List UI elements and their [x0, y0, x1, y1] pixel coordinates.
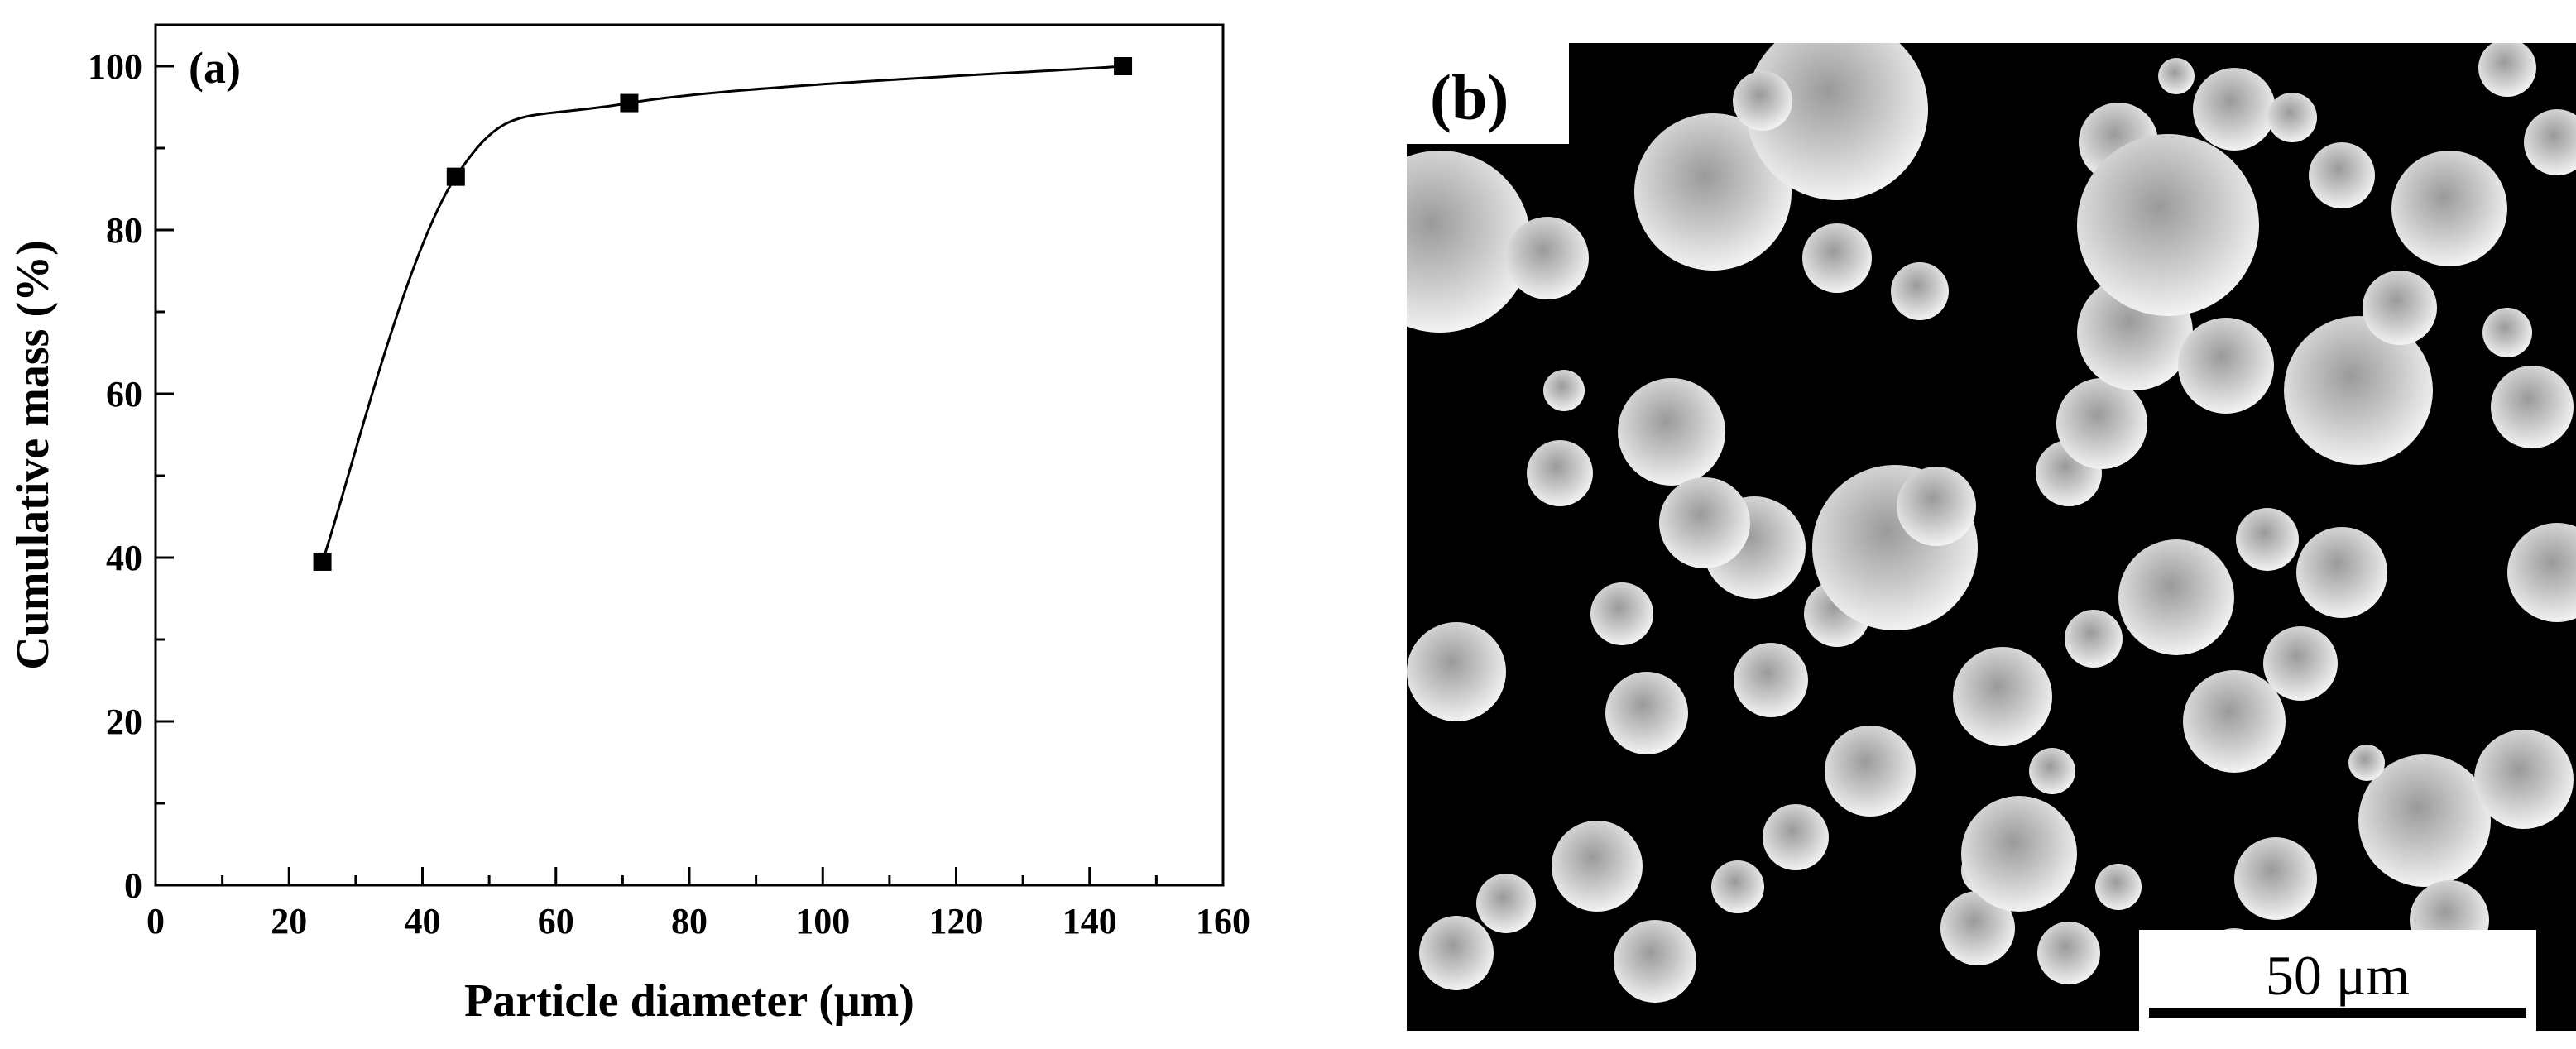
y-tick-label: 0: [124, 865, 142, 906]
powder-particle: [1746, 43, 1928, 200]
powder-particle: [2158, 58, 2195, 94]
powder-particle: [2118, 539, 2234, 655]
powder-particle: [2236, 508, 2299, 571]
powder-particle: [2309, 142, 2375, 208]
data-point-marker: [1114, 57, 1133, 75]
x-axis-label: Particle diameter (μm): [464, 975, 914, 1027]
data-point-marker: [446, 167, 465, 186]
powder-particle: [1711, 860, 1764, 913]
powder-particle: [1825, 726, 1916, 817]
powder-particle: [1543, 370, 1585, 411]
powder-particle: [1618, 378, 1725, 486]
x-tick-label: 100: [795, 901, 850, 941]
y-axis-ticks: [156, 65, 174, 887]
powder-particle: [2391, 151, 2507, 266]
x-tick-label: 140: [1063, 901, 1117, 941]
powder-particle: [1407, 622, 1506, 721]
x-axis-ticks: [154, 867, 1225, 885]
data-point-marker: [620, 93, 639, 113]
y-tick-label: 40: [106, 538, 142, 578]
powder-particle: [2263, 626, 2338, 701]
powder-particle: [1734, 643, 1808, 717]
x-tick-label: 0: [146, 901, 165, 941]
cumulative-mass-chart: 0 20 40 60 80 100 120 140 160 0 20 40 60 80 100 (a) P…: [7, 23, 1250, 1027]
y-tick-label: 100: [88, 46, 142, 87]
x-axis-tick-labels: 0 20 40 60 80 100 120 140 160: [146, 901, 1250, 941]
powder-particle: [2358, 754, 2491, 887]
powder-particle: [2478, 43, 2536, 97]
panel-label-a: (a): [189, 43, 241, 93]
scale-bar-label: 50 μm: [2266, 944, 2410, 1007]
powder-particle: [1802, 223, 1872, 293]
powder-particle: [2491, 366, 2574, 448]
series-line: [321, 65, 1124, 563]
powder-particle: [1733, 71, 1792, 131]
scale-bar: [2149, 1008, 2526, 1018]
powder-particle: [1763, 804, 1829, 870]
powder-particle: [1659, 477, 1750, 568]
powder-particle: [1590, 582, 1653, 645]
sem-micrograph-panel: (b) 50 μm: [1407, 43, 2576, 1031]
panel-label-b: (b): [1430, 61, 1509, 133]
powder-particle: [2507, 523, 2576, 622]
powder-particle: [2037, 922, 2100, 984]
x-tick-label: 120: [929, 901, 984, 941]
y-tick-label: 80: [106, 210, 142, 251]
powder-particle: [1407, 151, 1531, 333]
powder-particle: [1634, 113, 1792, 271]
y-tick-label: 60: [106, 374, 142, 414]
y-axis-tick-labels: 0 20 40 60 80 100: [88, 46, 142, 906]
powder-particle: [2183, 670, 2286, 773]
powder-particle: [1476, 874, 1536, 933]
powder-particle: [2296, 527, 2387, 618]
powder-particle: [2193, 68, 2276, 151]
powder-particle: [2056, 378, 2147, 469]
powder-particle: [1552, 821, 1643, 912]
powder-particle: [2363, 271, 2437, 345]
powder-particle: [2524, 109, 2576, 175]
powder-particle: [2284, 316, 2433, 465]
powder-particle: [2029, 748, 2075, 794]
x-tick-label: 60: [538, 901, 574, 941]
powder-particle: [1614, 920, 1696, 1003]
powder-particle: [1940, 891, 2015, 965]
x-tick-label: 80: [671, 901, 708, 941]
powder-particle: [2234, 837, 2317, 920]
series-layer: [313, 57, 1133, 571]
powder-particle: [2095, 864, 2142, 910]
powder-particle: [2065, 610, 2123, 668]
data-point-marker: [313, 552, 332, 571]
powder-particle: [2474, 730, 2574, 829]
powder-particle: [2267, 93, 2317, 142]
powder-particle: [2178, 318, 2274, 414]
powder-particle: [2348, 745, 2385, 781]
y-axis-label: Cumulative mass (%): [7, 240, 59, 670]
powder-particle: [1506, 217, 1589, 299]
powder-particle: [1527, 440, 1593, 506]
powder-particle: [1961, 796, 2077, 912]
panel-label-b-box: [1407, 43, 1569, 144]
powder-particle: [1605, 672, 1688, 754]
y-tick-label: 20: [106, 702, 142, 742]
x-tick-label: 40: [405, 901, 441, 941]
powder-particle: [1419, 916, 1494, 990]
x-tick-label: 20: [271, 901, 307, 941]
x-tick-label: 160: [1196, 901, 1250, 941]
powder-particle: [2482, 308, 2532, 357]
plot-frame: [154, 23, 1225, 887]
powder-particle: [1897, 467, 1976, 546]
plot-area-border: [154, 23, 1225, 887]
powder-particle: [1953, 647, 2052, 746]
powder-particles: [1407, 43, 2576, 1003]
powder-particle: [1891, 262, 1949, 320]
powder-particle: [2077, 134, 2259, 316]
